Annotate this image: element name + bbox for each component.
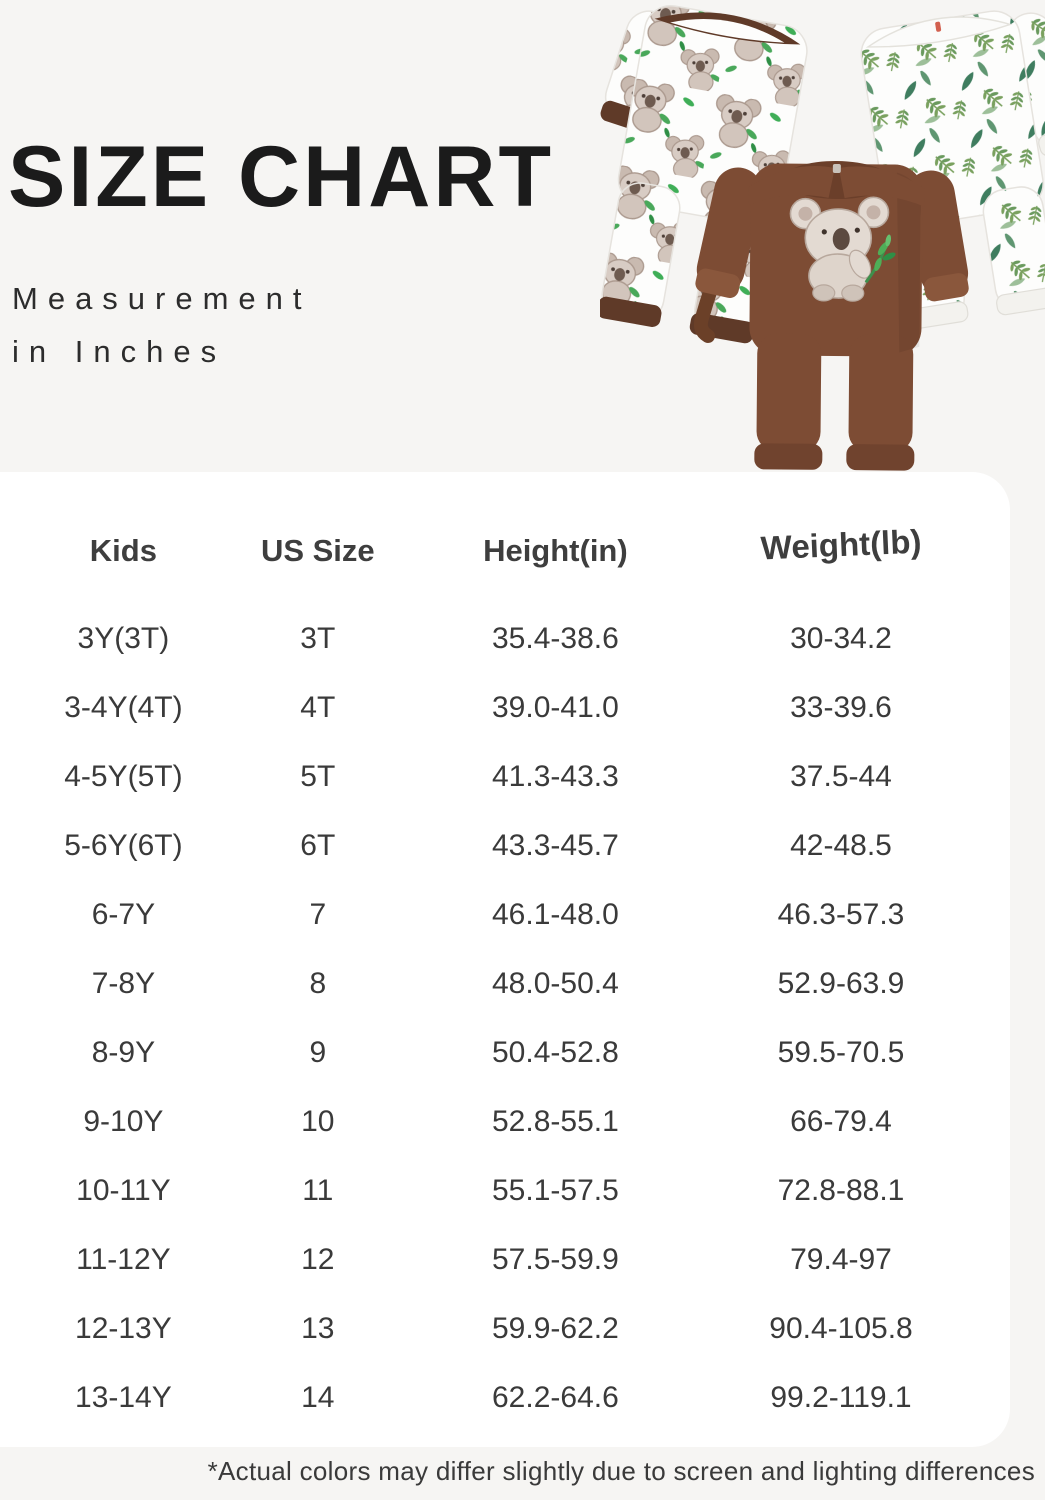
table-cell: 11-12Y [76, 1242, 171, 1276]
table-cell: 3Y(3T) [77, 621, 170, 655]
product-photo [597, 0, 1045, 480]
table-cell: 3T [300, 621, 336, 655]
table-cell: 9-10Y [83, 1104, 164, 1138]
table-cell: 10-11Y [76, 1173, 171, 1207]
table-cell: 11 [302, 1173, 334, 1207]
table-row: 7-8Y 8 48.0-50.4 52.9-63.9 [25, 949, 985, 1018]
table-cell: 41.3-43.3 [492, 759, 619, 793]
brown-koala-romper-image [695, 160, 969, 471]
table-cell: 66-79.4 [790, 1104, 892, 1138]
table-cell: 39.0-41.0 [492, 690, 619, 724]
table-cell: 5-6Y(6T) [64, 828, 183, 862]
table-row: 3-4Y(4T) 4T 39.0-41.0 33-39.6 [25, 673, 985, 742]
table-cell: 7-8Y [91, 966, 156, 1000]
table-cell: 46.3-57.3 [777, 897, 905, 931]
column-header: Height(in) [483, 533, 628, 568]
koala-graphic [789, 196, 896, 302]
table-cell: 42-48.5 [790, 828, 892, 862]
table-cell: 99.2-119.1 [770, 1380, 912, 1414]
table-cell: 59.5-70.5 [777, 1035, 905, 1069]
table-row: 6-7Y 7 46.1-48.0 46.3-57.3 [25, 880, 985, 949]
measurement-subtitle: Measurement in Inches [12, 272, 312, 378]
table-cell: 55.1-57.5 [492, 1173, 619, 1207]
table-row: 4-5Y(5T) 5T 41.3-43.3 37.5-44 [25, 742, 985, 811]
table-cell: 4T [300, 690, 336, 724]
size-table-body: 3Y(3T) 3T 35.4-38.6 30-34.2 3-4Y(4T) 4T 39.0-4… [25, 604, 985, 1432]
table-cell: 72.8-88.1 [777, 1173, 905, 1207]
table-cell: 59.9-62.2 [492, 1311, 619, 1345]
table-cell: 50.4-52.8 [492, 1035, 619, 1069]
table-cell: 57.5-59.9 [492, 1242, 619, 1276]
table-cell: 5T [300, 759, 336, 793]
table-cell: 7 [309, 897, 327, 931]
table-row: 12-13Y 13 59.9-62.2 90.4-105.8 [25, 1294, 985, 1363]
table-cell: 3-4Y(4T) [64, 690, 183, 724]
table-cell: 48.0-50.4 [492, 966, 619, 1000]
table-cell: 46.1-48.0 [492, 897, 619, 931]
page-title: SIZE CHART [8, 129, 554, 225]
table-cell: 9 [309, 1035, 327, 1069]
table-row: 10-11Y 11 55.1-57.5 72.8-88.1 [25, 1156, 985, 1225]
subtitle-line-1: Measurement [12, 281, 312, 316]
table-cell: 52.8-55.1 [492, 1104, 619, 1138]
table-cell: 37.5-44 [790, 759, 892, 793]
table-cell: 90.4-105.8 [769, 1311, 913, 1345]
table-cell: 6T [300, 828, 336, 862]
table-cell: 10 [301, 1104, 335, 1138]
table-cell: 6-7Y [91, 897, 156, 931]
column-header: Kids [89, 533, 157, 568]
table-cell: 13 [301, 1311, 335, 1345]
table-cell: 33-39.6 [790, 690, 892, 724]
table-row: 13-14Y 14 62.2-64.6 99.2-119.1 [25, 1363, 985, 1432]
table-row: 9-10Y 10 52.8-55.1 66-79.4 [25, 1087, 985, 1156]
size-table: Kids US Size Height(in) Weight(lb) 3Y(3T) 3T… [25, 520, 985, 1432]
table-cell: 12-13Y [75, 1311, 172, 1345]
table-cell: 43.3-45.7 [492, 828, 619, 862]
table-cell: 12 [301, 1242, 335, 1276]
table-cell: 30-34.2 [790, 621, 892, 655]
table-row: 5-6Y(6T) 6T 43.3-45.7 42-48.5 [25, 811, 985, 880]
column-header: US Size [260, 533, 375, 568]
table-row: 8-9Y 9 50.4-52.8 59.5-70.5 [25, 1018, 985, 1087]
table-cell: 52.9-63.9 [777, 966, 905, 1000]
table-cell: 8 [309, 966, 327, 1000]
table-cell: 13-14Y [75, 1380, 172, 1414]
column-header: Weight(lb) [759, 522, 922, 567]
table-cell: 79.4-97 [790, 1242, 892, 1276]
subtitle-line-2: in Inches [12, 334, 227, 369]
table-row: 3Y(3T) 3T 35.4-38.6 30-34.2 [25, 604, 985, 673]
table-cell: 14 [301, 1380, 335, 1414]
table-header-row: Kids US Size Height(in) Weight(lb) [25, 520, 985, 604]
color-disclaimer: *Actual colors may differ slightly due t… [207, 1456, 1035, 1486]
size-chart-card [0, 472, 1010, 1447]
table-cell: 35.4-38.6 [492, 621, 619, 655]
table-cell: 8-9Y [91, 1035, 156, 1069]
table-cell: 4-5Y(5T) [64, 759, 183, 793]
table-cell: 62.2-64.6 [492, 1380, 619, 1414]
table-row: 11-12Y 12 57.5-59.9 79.4-97 [25, 1225, 985, 1294]
